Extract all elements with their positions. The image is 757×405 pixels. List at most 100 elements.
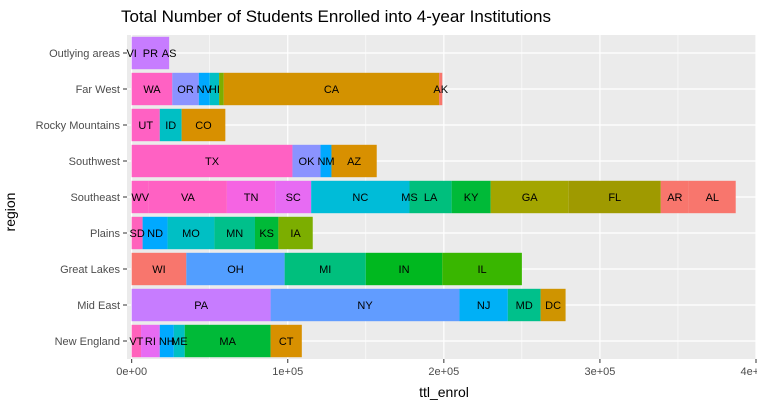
bar-segment xyxy=(284,252,366,286)
bar-segment-label: MA xyxy=(219,336,236,348)
bar-segment-label: FL xyxy=(608,192,621,204)
bar-segment-label: CT xyxy=(279,336,294,348)
bar-segment xyxy=(131,252,187,286)
y-tick-label: Great Lakes xyxy=(60,264,120,276)
bar-segment xyxy=(142,216,168,250)
bar-segment-label: MD xyxy=(516,300,533,312)
bar-segment xyxy=(331,144,377,178)
bar-segment-label: AZ xyxy=(347,156,361,168)
bar-segment-label: LA xyxy=(424,192,438,204)
bar-segment-label: RI xyxy=(145,336,156,348)
y-tick-label: Mid East xyxy=(77,300,120,312)
bar-segment xyxy=(148,180,227,214)
y-tick-label: Outlying areas xyxy=(49,48,120,60)
bar-segment xyxy=(660,180,689,214)
bar-segment-label: IN xyxy=(399,264,410,276)
x-axis: 0e+00 1e+05 2e+05 3e+05 4e+05 xyxy=(116,359,757,378)
bar-segment xyxy=(186,252,285,286)
bar-segment xyxy=(270,324,302,358)
x-tick-label: 3e+05 xyxy=(584,366,615,378)
bar-segment xyxy=(226,180,276,214)
y-tick-label: New England xyxy=(55,336,120,348)
y-tick-label: Rocky Mountains xyxy=(36,120,121,132)
bar-segment-label: NV xyxy=(197,84,213,96)
bar-segment-label: DC xyxy=(545,300,561,312)
bar-segment-label: UT xyxy=(138,120,153,132)
y-tick-label: Plains xyxy=(90,228,120,240)
y-tick-label: Southeast xyxy=(70,192,120,204)
bar-segment xyxy=(214,216,255,250)
bar-segment-label: AK xyxy=(433,84,448,96)
bar-segment-label: VI xyxy=(126,48,136,60)
y-tick-label: Southwest xyxy=(69,156,120,168)
x-tick-label: 4e+05 xyxy=(741,366,757,378)
bar-segment xyxy=(442,252,522,286)
chart-title: Total Number of Students Enrolled into 4… xyxy=(121,7,551,26)
bar-segment-label: VA xyxy=(181,192,196,204)
bar-segment-label: PA xyxy=(194,300,209,312)
bar-segment xyxy=(275,180,312,214)
bar-segment-label: MN xyxy=(226,228,243,240)
bar-segment-label: NY xyxy=(357,300,373,312)
bar-segment xyxy=(159,108,182,142)
bar-segment xyxy=(540,288,566,322)
bar-segment xyxy=(490,180,569,214)
bar-segment xyxy=(184,324,271,358)
bar-segment-label: AS xyxy=(162,48,177,60)
y-axis: New England Mid East Great Lakes Plains Sout… xyxy=(36,48,127,348)
bar-segment-label: GA xyxy=(522,192,539,204)
bar-segment xyxy=(278,216,313,250)
bar-segment-label: TX xyxy=(205,156,220,168)
bar-segment xyxy=(131,144,293,178)
bar-segment-label: IA xyxy=(290,228,301,240)
bar-segment xyxy=(131,108,160,142)
x-tick-label: 1e+05 xyxy=(272,366,303,378)
bar-segment-label: OH xyxy=(227,264,244,276)
bar-segment-label: IL xyxy=(477,264,486,276)
bar-segment xyxy=(141,324,160,358)
bar-segment xyxy=(198,72,210,106)
bar-segment-label: NC xyxy=(352,192,368,204)
bar-segment-label: WA xyxy=(143,84,161,96)
bar-segment xyxy=(568,180,661,214)
y-axis-title: region xyxy=(2,193,18,232)
bar-segment xyxy=(451,180,491,214)
bar-segment xyxy=(459,288,508,322)
bar-segment-label: ND xyxy=(147,228,163,240)
bar-segment xyxy=(688,180,736,214)
bar-segment-label: MO xyxy=(182,228,200,240)
bar-segment xyxy=(292,144,321,178)
bar-segment-label: CO xyxy=(195,120,212,132)
bar-segment xyxy=(131,216,143,250)
bar-segment-label: NH xyxy=(159,336,175,348)
bar-segment xyxy=(172,72,199,106)
bar-segment xyxy=(209,72,220,106)
bar-segment-label: TN xyxy=(244,192,259,204)
bar-segment xyxy=(365,252,443,286)
bar-segment-label: OK xyxy=(299,156,316,168)
bar-segment xyxy=(131,324,142,358)
bar-segment-label: ME xyxy=(171,336,188,348)
bar-segment xyxy=(223,72,440,106)
bar-segment xyxy=(131,288,271,322)
y-tick-label: Far West xyxy=(76,84,120,96)
bar-segment-label: MI xyxy=(319,264,331,276)
bar-segment xyxy=(409,180,452,214)
bar-segment-label: CA xyxy=(324,84,340,96)
bar-segment-label: AR xyxy=(667,192,682,204)
bar-segment-label: ID xyxy=(165,120,176,132)
bar-segment xyxy=(167,216,215,250)
bar-segment-label: PR xyxy=(143,48,158,60)
x-tick-label: 2e+05 xyxy=(428,366,459,378)
bar-segment-label: SD xyxy=(130,228,145,240)
bar-segment-label: KS xyxy=(259,228,274,240)
bar-segment-label: VT xyxy=(129,336,143,348)
bar-segment xyxy=(254,216,279,250)
bar-segment-label: HI xyxy=(209,84,220,96)
bar-segment xyxy=(439,72,443,106)
bar-segment xyxy=(131,180,149,214)
bar-segment xyxy=(219,72,224,106)
x-axis-title: ttl_enrol xyxy=(419,384,469,400)
